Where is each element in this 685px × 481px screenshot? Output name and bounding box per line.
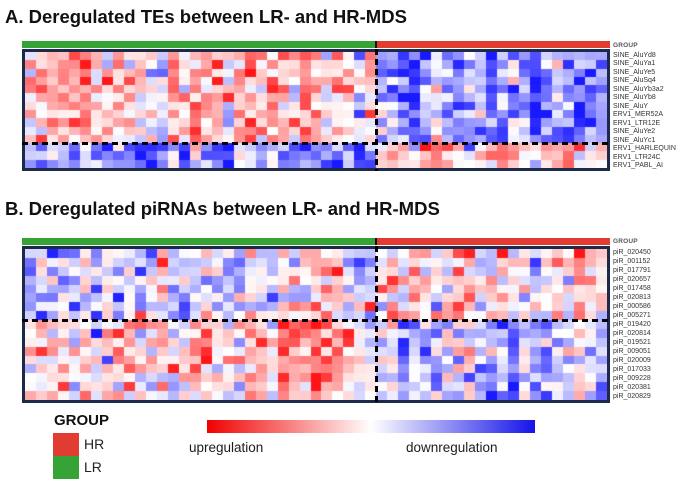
- row-label: ERV1_LTR24C: [613, 153, 661, 161]
- panel-b-group-bar-hr-segment: [377, 238, 610, 245]
- panel-a-annotation-title: GROUP: [613, 42, 638, 49]
- row-label: ERV1_MER52A: [613, 111, 664, 119]
- group-legend-lr-swatch: [53, 456, 79, 479]
- row-label: SINE_AluYb8: [613, 94, 656, 102]
- row-label: piR_020814: [613, 330, 651, 337]
- row-label: piR_020829: [613, 393, 651, 400]
- row-label: piR_009228: [613, 375, 651, 382]
- colorbar-upregulation-label: upregulation: [189, 440, 264, 455]
- panel-b-group-bar-divider: [375, 238, 377, 245]
- panel-a-group-split-dashed-line: [375, 49, 378, 171]
- panel-b-row-labels: piR_020450 piR_001152 piR_017791 piR_020657…: [613, 248, 685, 401]
- row-label: piR_020381: [613, 384, 651, 391]
- group-legend-lr-label: LR: [84, 459, 102, 475]
- panel-b-heatmap-frame: [22, 246, 610, 403]
- row-label: piR_020813: [613, 294, 651, 301]
- panel-b-heatmap-cells: [25, 249, 607, 400]
- panel-a-group-bar-hr-segment: [377, 41, 610, 48]
- row-label: SINE_AluY: [613, 102, 649, 110]
- colorbar-gradient: [207, 420, 535, 433]
- panel-a-group-bar-lr-segment: [22, 41, 375, 48]
- colorbar-downregulation-label: downregulation: [406, 440, 498, 455]
- row-label: piR_020450: [613, 249, 651, 256]
- row-label: SINE_AluYe5: [613, 68, 656, 76]
- row-label: piR_001152: [613, 258, 651, 265]
- row-label: ERV1_HARLEQUIN: [613, 145, 676, 153]
- panel-b-group-split-dashed-line: [375, 246, 378, 403]
- panel-a-row-split-dashed-line: [22, 142, 610, 145]
- row-label: SINE_AluSq4: [613, 77, 656, 85]
- panel-b-row-split-dashed-line: [22, 319, 610, 322]
- group-legend-title: GROUP: [54, 412, 110, 429]
- group-legend-hr-swatch: [53, 433, 79, 456]
- panel-b-group-bar-lr-segment: [22, 238, 375, 245]
- row-label: ERV1_LTR12E: [613, 119, 661, 127]
- panel-a-row-labels: SINE_AluYd8 SINE_AluYa1 SINE_AluYe5 SINE_Al…: [613, 51, 685, 170]
- row-label: SINE_AluYd8: [613, 51, 656, 59]
- panel-a-heatmap-frame: [22, 49, 610, 171]
- row-label: SINE_AluYa1: [613, 60, 656, 68]
- row-label: piR_017791: [613, 267, 651, 274]
- panel-a-title: A. Deregulated TEs between LR- and HR-MD…: [5, 6, 407, 27]
- panel-b-title: B. Deregulated piRNAs between LR- and HR…: [5, 198, 440, 219]
- row-label: SINE_AluYe2: [613, 128, 656, 136]
- panel-a-heatmap-cells: [25, 52, 607, 168]
- row-label: piR_000586: [613, 303, 651, 310]
- row-label: SINE_AluYc1: [613, 136, 656, 144]
- row-label: piR_009051: [613, 348, 651, 355]
- row-label: piR_019420: [613, 321, 651, 328]
- panel-a-group-bar-divider: [375, 41, 377, 48]
- row-label: SINE_AluYb3a2: [613, 85, 664, 93]
- row-label: piR_017458: [613, 285, 651, 292]
- row-label: piR_017033: [613, 366, 651, 373]
- row-label: piR_020009: [613, 357, 651, 364]
- panel-b-annotation-title: GROUP: [613, 238, 638, 245]
- panel-a-group-bar: [22, 41, 610, 48]
- row-label: piR_019521: [613, 339, 651, 346]
- row-label: piR_020657: [613, 276, 651, 283]
- row-label: ERV1_PABL_AI: [613, 162, 663, 170]
- group-legend-hr-label: HR: [84, 436, 105, 452]
- row-label: piR_005271: [613, 312, 651, 319]
- panel-b-group-bar: [22, 238, 610, 245]
